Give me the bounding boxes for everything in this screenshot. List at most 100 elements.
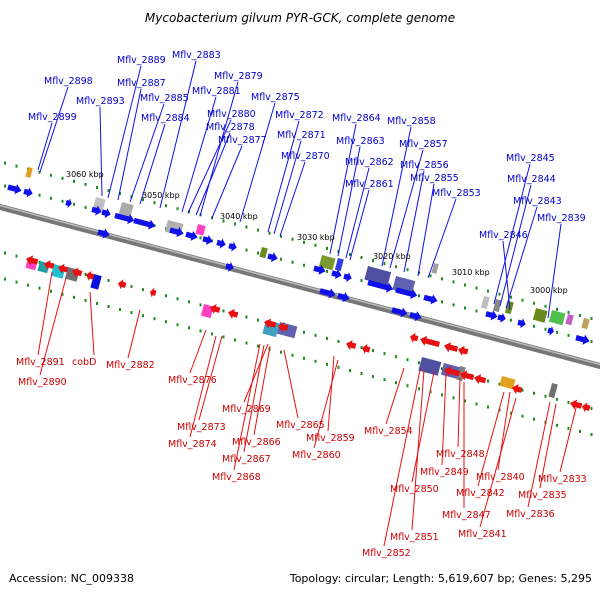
gene-labels: Mflv_2898 Mflv_2899 Mflv_2893 Mflv_2889 Mflv… <box>16 50 587 559</box>
forward-leader-line <box>493 163 531 305</box>
gene-label-reverse: Mflv_2874 <box>168 439 217 450</box>
gene-label-reverse: Mflv_2835 <box>518 490 567 501</box>
reverse-leader-line <box>527 401 551 508</box>
category-box <box>195 223 206 236</box>
reverse-leader-line <box>283 349 299 419</box>
gene-label-forward: Mflv_2855 <box>410 173 459 184</box>
track-dot <box>257 228 259 232</box>
gene-label-forward: Mflv_2843 <box>513 196 562 207</box>
track-dot <box>567 333 570 337</box>
track-dot <box>567 400 570 404</box>
track-dot <box>38 193 41 197</box>
gene-label-forward: Mflv_2845 <box>506 153 555 164</box>
gene-label-forward: Mflv_2872 <box>275 110 324 121</box>
track-dot <box>337 365 340 369</box>
forward-gene-arrow <box>367 279 394 293</box>
reverse-leader-line <box>479 397 517 528</box>
track-dot <box>38 170 41 174</box>
reverse-leader-line <box>327 355 335 432</box>
track-dot <box>326 246 328 250</box>
reverse-gene-arrow <box>582 402 591 413</box>
track-dot <box>418 387 420 391</box>
reverse-leader-line <box>497 391 511 471</box>
track-dot <box>130 285 133 289</box>
category-box <box>548 309 566 326</box>
reverse-gene-arrow <box>570 399 583 410</box>
track-dot <box>326 336 328 340</box>
track-dot <box>314 333 317 337</box>
gene-label-forward: Mflv_2875 <box>251 92 300 103</box>
gene-label-forward: Mflv_2883 <box>172 50 221 61</box>
reverse-leader-line <box>89 291 95 356</box>
track-dot <box>119 192 121 196</box>
track-dot <box>142 198 144 202</box>
forward-gene-arrow <box>267 252 278 263</box>
track-dot <box>4 184 6 188</box>
gene-label-forward: Mflv_2844 <box>507 174 556 185</box>
track-dot <box>188 326 190 330</box>
forward-gene-arrow <box>547 325 554 336</box>
forward-leader-line <box>329 123 357 255</box>
forward-gene-arrow <box>485 310 498 321</box>
track-dot <box>452 396 455 400</box>
track-dot <box>291 237 294 241</box>
track-dot <box>107 304 110 308</box>
track-dot <box>360 372 363 376</box>
track-dot <box>38 286 41 290</box>
track-dot <box>556 307 558 311</box>
track-dot <box>487 379 489 383</box>
track-dot <box>452 303 455 307</box>
track-dot <box>314 243 317 247</box>
gene-label-forward: Mflv_2879 <box>214 71 263 82</box>
reverse-leader-line <box>127 309 141 359</box>
forward-gene-arrow <box>114 212 135 225</box>
scale-label: 3000 kbp <box>530 286 568 295</box>
forward-leader-line <box>345 167 370 259</box>
track-dot <box>257 318 259 322</box>
gene-label-reverse: Mflv_2876 <box>168 375 217 386</box>
forward-leader-line <box>349 189 370 261</box>
gene-label-forward: Mflv_2887 <box>117 78 166 89</box>
track-dot <box>303 263 305 267</box>
track-dot <box>487 405 489 409</box>
reverse-gene-arrow <box>410 332 419 343</box>
category-box <box>548 383 558 399</box>
reverse-leader-line <box>383 369 421 547</box>
forward-leader-line <box>107 65 142 199</box>
reverse-gene-arrow <box>278 322 289 333</box>
gene-label-forward: Mflv_2877 <box>218 135 267 146</box>
track-dot <box>176 207 179 211</box>
forward-gene-arrow <box>65 198 72 209</box>
reverse-leader-line <box>411 369 425 531</box>
reverse-leader-line <box>539 403 557 489</box>
reverse-leader-line <box>243 343 269 403</box>
forward-gene-arrow <box>343 272 352 283</box>
track-dot <box>567 426 570 430</box>
forward-leader-line <box>279 161 306 237</box>
track-dot <box>73 202 75 206</box>
gene-label-reverse: Mflv_2866 <box>232 437 281 448</box>
reverse-leader-line <box>233 343 261 471</box>
track-dot <box>441 393 443 397</box>
track-dot <box>27 283 29 287</box>
track-dot <box>533 391 535 395</box>
reverse-gene-arrow <box>264 318 277 329</box>
gene-label-forward: Mflv_2880 <box>207 109 256 120</box>
reverse-leader-line <box>39 277 67 376</box>
track-dot <box>372 349 374 353</box>
scale-label: 3020 kbp <box>373 252 411 261</box>
reverse-leader-line <box>189 335 217 438</box>
reverse-gene-arrow <box>460 370 475 381</box>
track-dot <box>15 164 18 168</box>
forward-leader-line <box>199 81 239 217</box>
track-dot <box>38 260 41 264</box>
gene-label-forward: Mflv_2878 <box>206 122 255 133</box>
gene-label-reverse: Mflv_2868 <box>212 472 261 483</box>
track-dot <box>119 308 121 312</box>
track-dot <box>590 406 593 410</box>
forward-gene-arrow <box>337 292 350 303</box>
gene-label-reverse: Mflv_2852 <box>362 548 411 559</box>
forward-leader-line <box>499 184 532 307</box>
forward-leader-line <box>159 60 197 209</box>
forward-leader-line <box>502 240 511 311</box>
